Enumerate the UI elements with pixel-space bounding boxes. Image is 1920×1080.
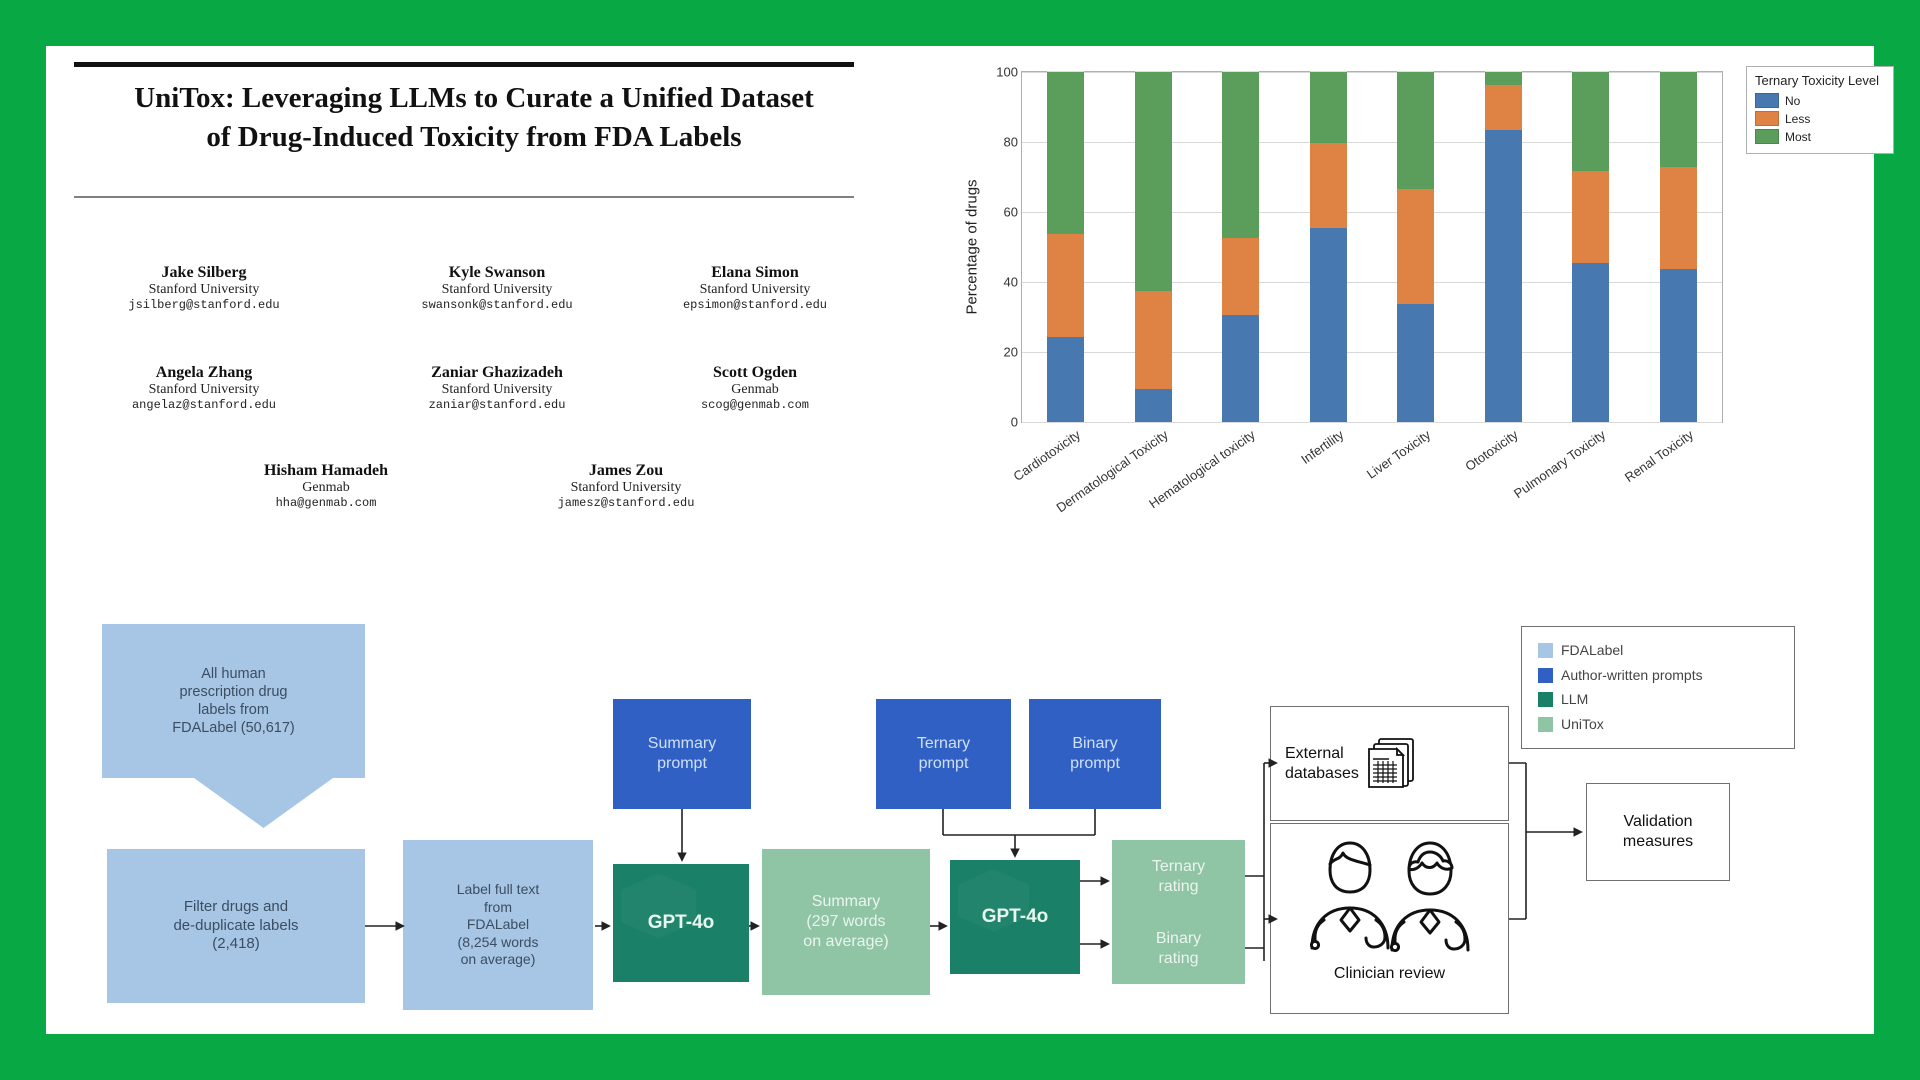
Infertility: Infertility [1310, 72, 1347, 422]
Dermatological Toxicity: Dermatological Toxicity [1135, 72, 1172, 422]
Cardiotoxicity: Cardiotoxicity [1047, 72, 1084, 422]
Ototoxicity: Ototoxicity [1485, 72, 1522, 422]
Pulmonary Toxicity: Pulmonary Toxicity [1572, 72, 1609, 422]
Renal Toxicity: Renal Toxicity [1660, 72, 1697, 422]
Hematological toxicity: Hematological toxicity [1222, 72, 1259, 422]
Liver Toxicity: Liver Toxicity [1397, 72, 1434, 422]
